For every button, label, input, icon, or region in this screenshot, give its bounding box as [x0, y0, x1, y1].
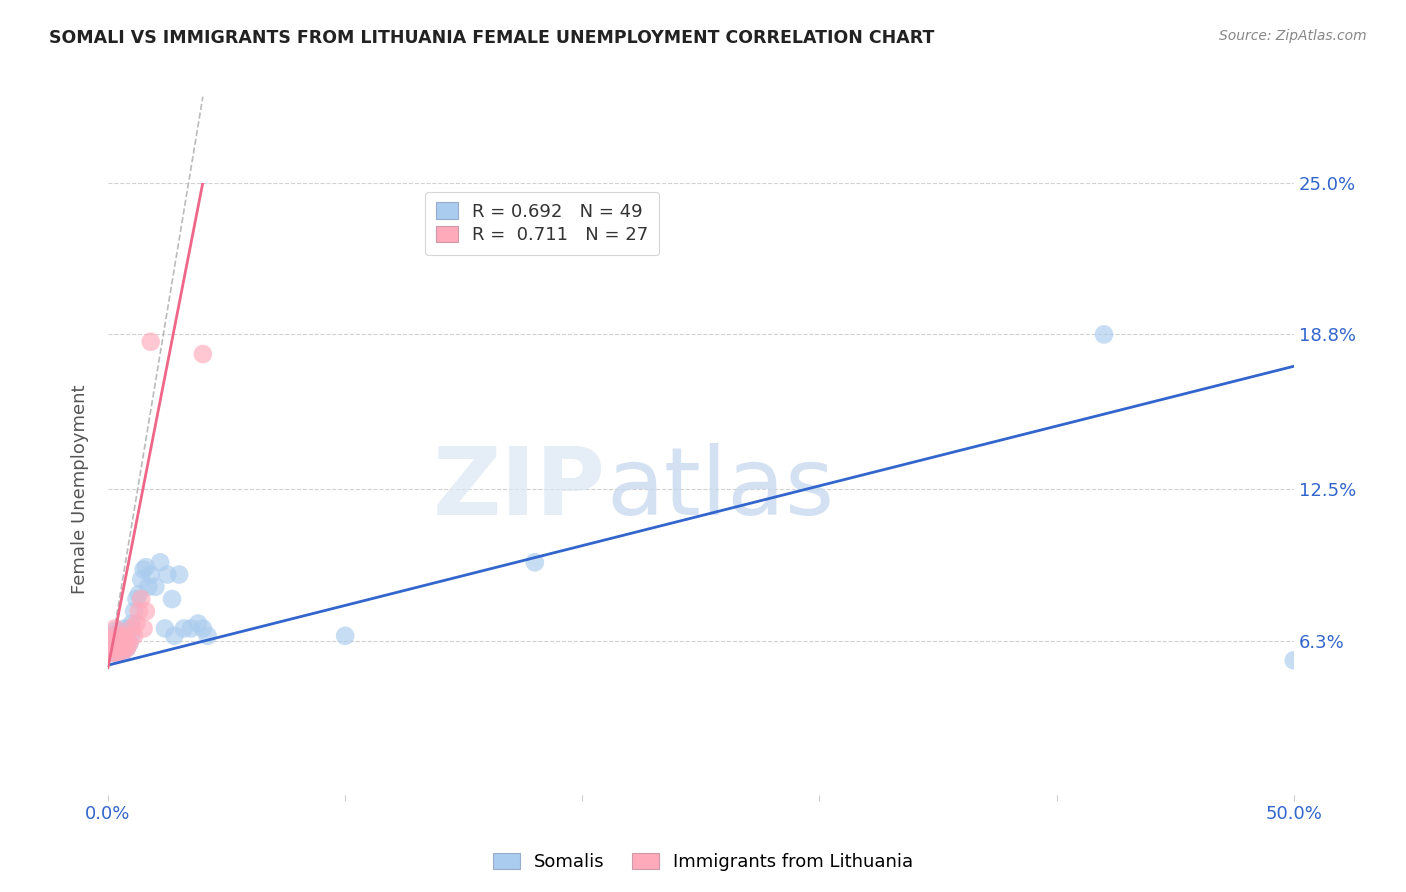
Point	[101, 629, 124, 643]
Point	[1092, 327, 1115, 342]
Point	[104, 622, 127, 636]
Point	[101, 636, 124, 650]
Legend: R = 0.692   N = 49, R =  0.711   N = 27: R = 0.692 N = 49, R = 0.711 N = 27	[425, 192, 659, 255]
Point	[153, 622, 176, 636]
Point	[191, 622, 214, 636]
Point	[121, 616, 143, 631]
Point	[173, 622, 195, 636]
Point	[114, 641, 136, 656]
Point	[135, 604, 157, 618]
Point	[98, 641, 121, 656]
Point	[139, 567, 162, 582]
Point	[125, 592, 148, 607]
Point	[114, 633, 136, 648]
Point	[108, 641, 131, 656]
Point	[167, 567, 190, 582]
Point	[191, 347, 214, 361]
Point	[107, 646, 129, 660]
Point	[101, 636, 124, 650]
Point	[125, 616, 148, 631]
Point	[145, 580, 167, 594]
Point	[115, 633, 138, 648]
Point	[111, 633, 134, 648]
Point	[129, 573, 152, 587]
Point	[197, 629, 219, 643]
Point	[118, 636, 141, 650]
Point	[115, 641, 138, 656]
Point	[160, 592, 183, 607]
Point	[108, 641, 131, 656]
Y-axis label: Female Unemployment: Female Unemployment	[72, 384, 89, 593]
Point	[121, 629, 143, 643]
Point	[115, 629, 138, 643]
Point	[132, 622, 155, 636]
Point	[98, 633, 121, 648]
Point	[149, 555, 172, 569]
Point	[115, 641, 138, 656]
Point	[107, 629, 129, 643]
Point	[107, 636, 129, 650]
Point	[523, 555, 546, 569]
Point	[135, 560, 157, 574]
Point	[1282, 653, 1305, 667]
Point	[180, 622, 202, 636]
Point	[114, 622, 136, 636]
Point	[122, 629, 145, 643]
Point	[104, 624, 127, 638]
Point	[107, 636, 129, 650]
Point	[128, 587, 150, 601]
Point	[114, 641, 136, 656]
Point	[114, 629, 136, 643]
Text: Source: ZipAtlas.com: Source: ZipAtlas.com	[1219, 29, 1367, 43]
Point	[128, 604, 150, 618]
Point	[187, 616, 209, 631]
Point	[163, 629, 186, 643]
Text: SOMALI VS IMMIGRANTS FROM LITHUANIA FEMALE UNEMPLOYMENT CORRELATION CHART: SOMALI VS IMMIGRANTS FROM LITHUANIA FEMA…	[49, 29, 935, 46]
Point	[104, 641, 127, 656]
Point	[104, 629, 127, 643]
Point	[136, 580, 159, 594]
Point	[111, 629, 134, 643]
Point	[101, 646, 124, 660]
Point	[118, 636, 141, 650]
Point	[111, 646, 134, 660]
Point	[104, 641, 127, 656]
Point	[132, 563, 155, 577]
Point	[98, 641, 121, 656]
Legend: Somalis, Immigrants from Lithuania: Somalis, Immigrants from Lithuania	[485, 846, 921, 879]
Point	[108, 624, 131, 638]
Point	[101, 646, 124, 660]
Point	[129, 592, 152, 607]
Point	[104, 633, 127, 648]
Point	[107, 646, 129, 660]
Point	[156, 567, 179, 582]
Text: ZIP: ZIP	[433, 442, 606, 535]
Point	[333, 629, 356, 643]
Point	[139, 334, 162, 349]
Point	[121, 622, 143, 636]
Point	[108, 629, 131, 643]
Text: atlas: atlas	[606, 442, 834, 535]
Point	[108, 633, 131, 648]
Point	[122, 604, 145, 618]
Point	[98, 633, 121, 648]
Point	[111, 646, 134, 660]
Point	[118, 622, 141, 636]
